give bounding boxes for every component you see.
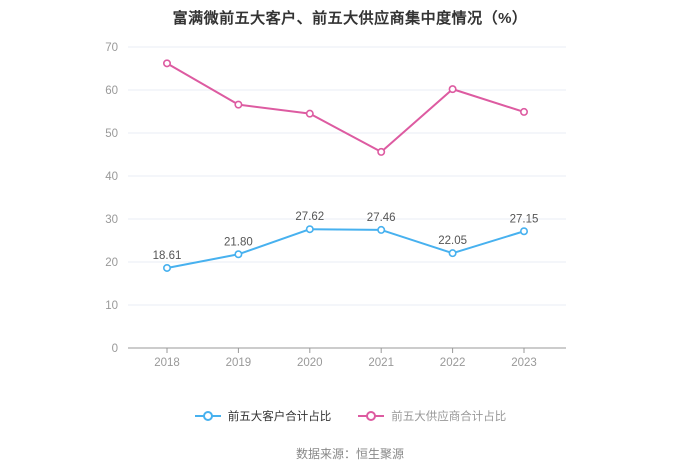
chart-legend: 前五大客户合计占比 前五大供应商合计占比: [0, 408, 700, 424]
legend-label: 前五大客户合计占比: [227, 411, 332, 423]
data-point[interactable]: [305, 109, 314, 118]
legend-label: 前五大供应商合计占比: [391, 411, 507, 423]
x-axis-tick-label: 2019: [226, 357, 252, 369]
data-point-label: 21.80: [224, 236, 253, 248]
data-point[interactable]: [163, 59, 172, 68]
data-point-label: 27.46: [367, 212, 396, 224]
data-point-label: 27.62: [295, 211, 324, 223]
data-point[interactable]: [377, 225, 386, 234]
data-point[interactable]: [234, 100, 243, 109]
x-axis-tick-label: 2023: [511, 357, 537, 369]
legend-marker-icon: [194, 411, 221, 421]
legend-item-1[interactable]: 前五大供应商合计占比: [357, 408, 506, 424]
y-axis-tick-label: 0: [112, 343, 118, 355]
chart-title: 富满微前五大客户、前五大供应商集中度情况（%）: [172, 10, 528, 27]
data-point-label: 18.61: [153, 250, 182, 262]
y-axis-tick-label: 60: [105, 85, 118, 97]
data-source-note: 数据来源：恒生聚源: [295, 447, 404, 461]
y-axis-tick-label: 70: [105, 42, 118, 54]
y-axis-tick-label: 10: [105, 300, 118, 312]
series-line-1: [166, 62, 525, 153]
data-point-label: 27.15: [510, 213, 539, 225]
series-line-0: [166, 228, 525, 269]
data-point[interactable]: [448, 85, 457, 94]
x-axis-tick-label: 2022: [440, 357, 466, 369]
data-point[interactable]: [448, 249, 457, 258]
y-axis-tick-label: 30: [105, 214, 118, 226]
data-point[interactable]: [163, 263, 172, 272]
x-axis-tick-label: 2018: [154, 357, 180, 369]
data-point[interactable]: [234, 250, 243, 259]
y-axis-tick-label: 50: [105, 128, 118, 140]
y-axis-tick-label: 40: [105, 171, 118, 183]
legend-marker-icon: [358, 411, 385, 421]
x-axis-tick-label: 2021: [368, 357, 394, 369]
line-chart-canvas: 0 10 20 30 40 50 60 70 2018 2019 2020 2021 2022 2023 1…: [105, 42, 566, 369]
y-axis-tick-label: 20: [105, 257, 118, 269]
data-point[interactable]: [519, 227, 528, 236]
legend-item-0[interactable]: 前五大客户合计占比: [194, 408, 332, 424]
data-point[interactable]: [305, 225, 314, 234]
data-point-label: 22.05: [438, 235, 467, 247]
x-axis-tick-label: 2020: [297, 357, 323, 369]
data-point[interactable]: [519, 107, 528, 116]
data-point[interactable]: [377, 147, 386, 156]
